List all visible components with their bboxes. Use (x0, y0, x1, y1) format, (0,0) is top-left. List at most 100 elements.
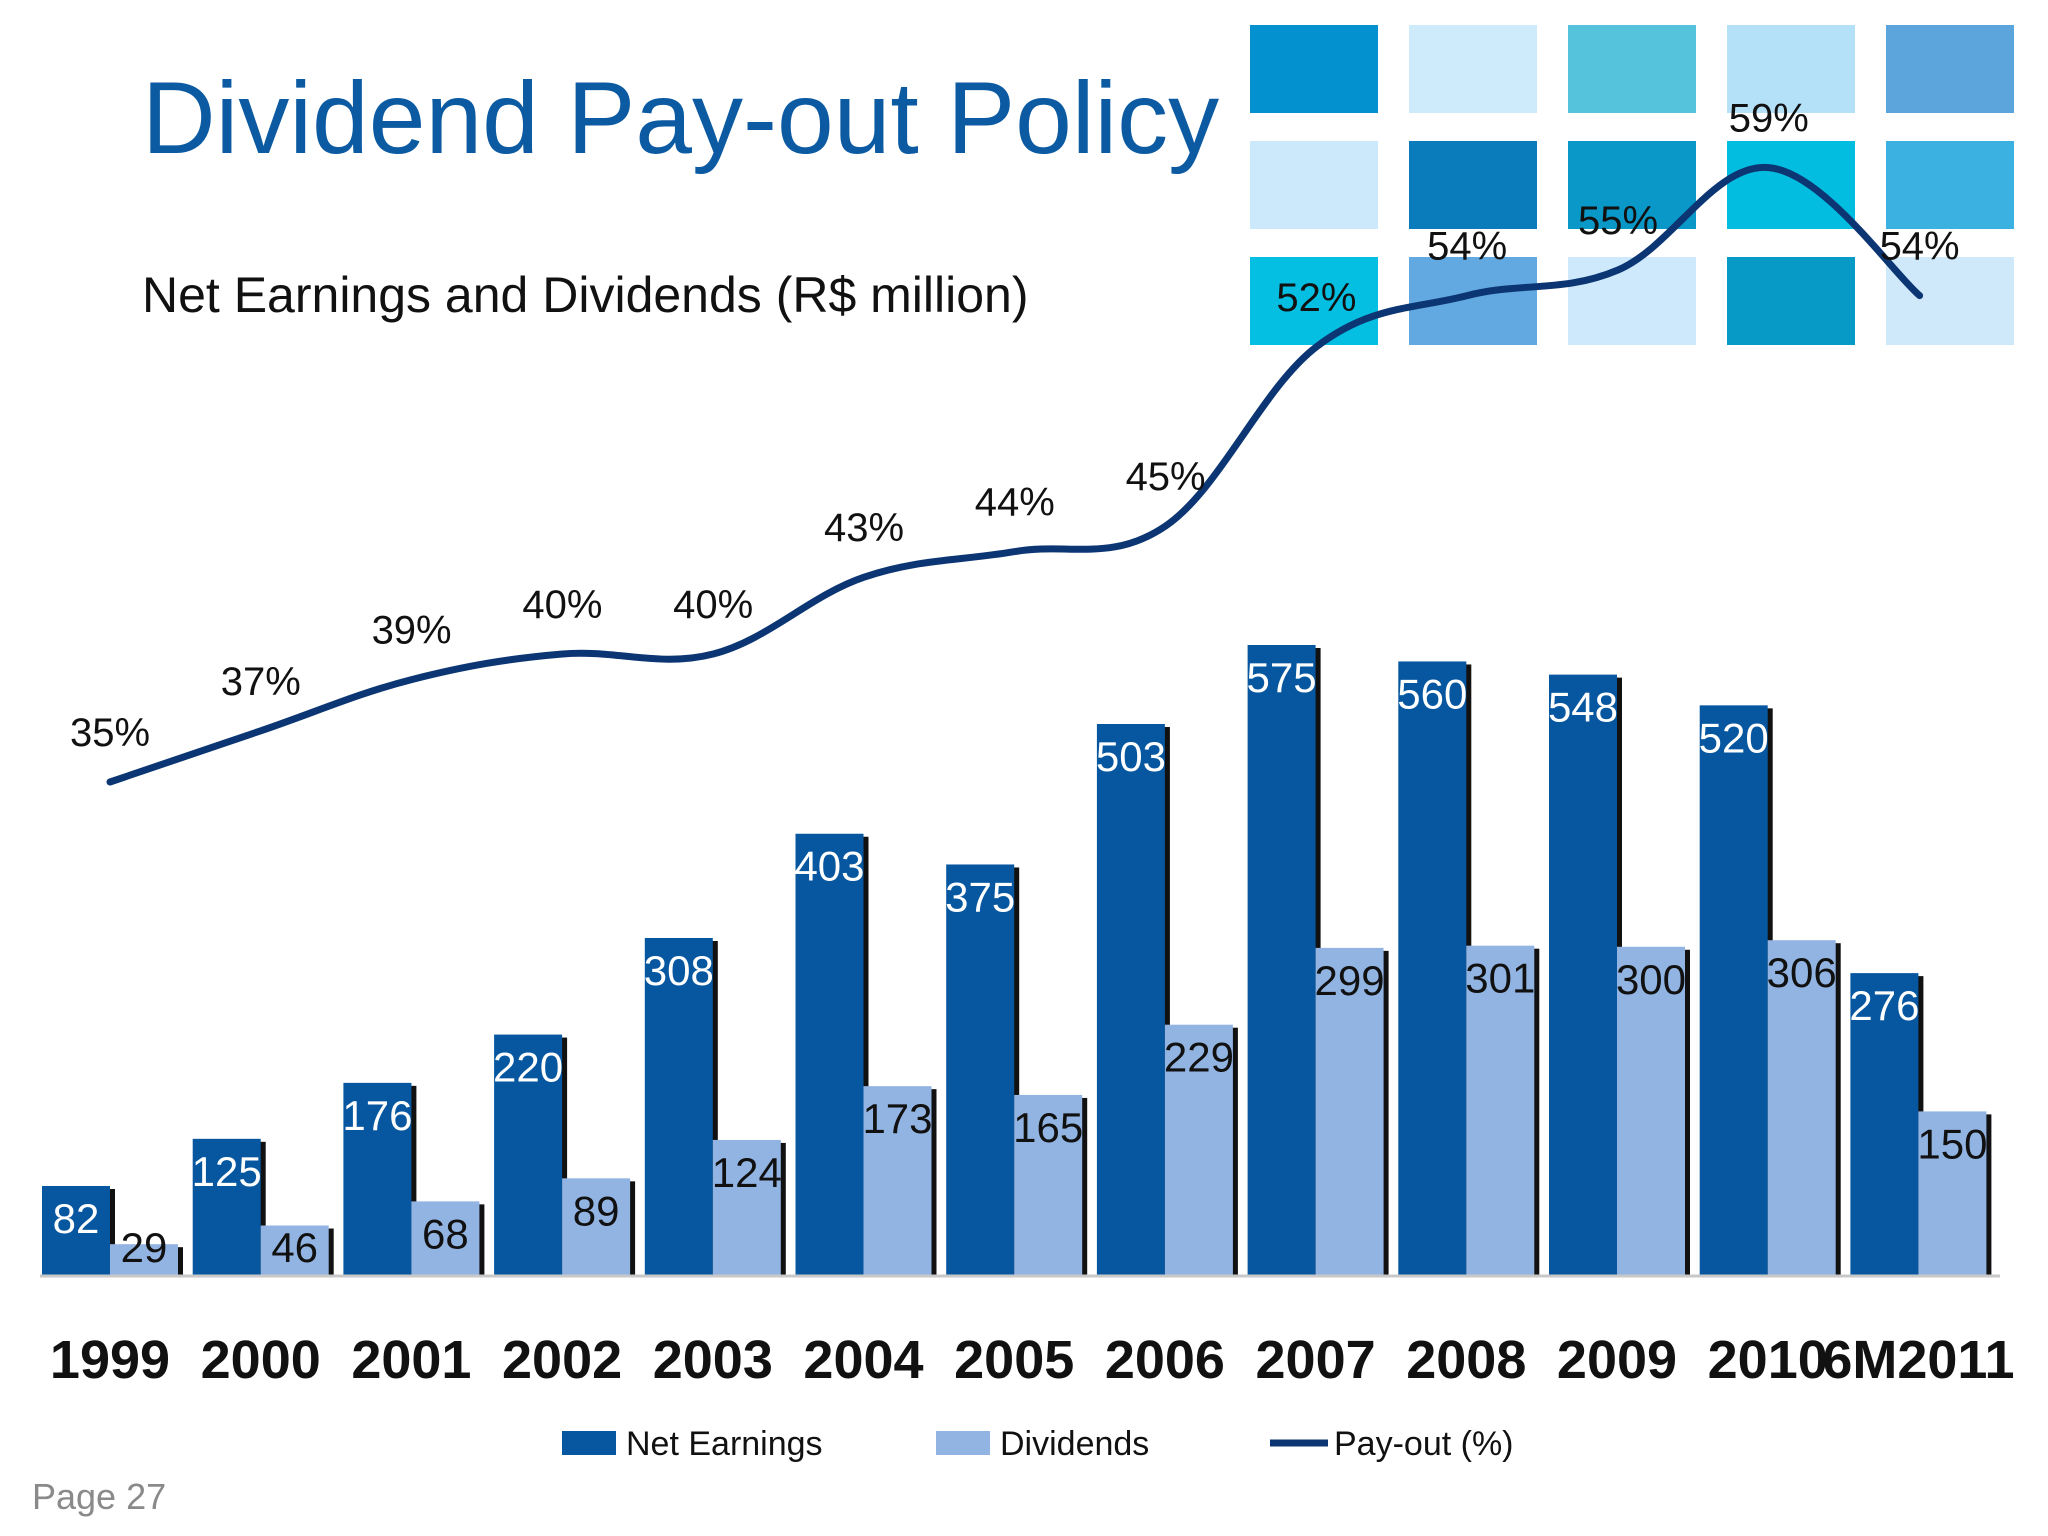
decorative-tile (1250, 25, 1378, 113)
net-earnings-bar (1549, 674, 1617, 1276)
net-earnings-value-label: 176 (342, 1092, 412, 1139)
dividends-value-label: 89 (573, 1187, 620, 1234)
x-axis-tick-label: 2008 (1406, 1330, 1526, 1390)
legend: Net Earnings Dividends Pay-out (%) (562, 1425, 1514, 1463)
net-earnings-bar (1699, 705, 1768, 1276)
dividends-bar (1617, 946, 1685, 1276)
legend-swatch-dividends (936, 1431, 990, 1455)
net-earnings-bar (644, 938, 713, 1276)
net-earnings-value-label: 220 (493, 1044, 563, 1091)
payout-value-label: 35% (70, 711, 150, 755)
net-earnings-bar (343, 1082, 412, 1276)
page-number: Page 27 (32, 1476, 167, 1517)
payout-value-label: 44% (975, 481, 1055, 525)
dividends-value-label: 68 (422, 1210, 469, 1257)
dividends-bar (411, 1201, 480, 1276)
decorative-tile (1727, 257, 1855, 345)
payout-value-label: 43% (824, 506, 904, 550)
dividends-bar (1164, 1024, 1233, 1276)
legend-label-net-earnings: Net Earnings (626, 1425, 823, 1463)
decorative-tile (1886, 25, 2014, 113)
net-earnings-bar (42, 1186, 110, 1276)
payout-line (106, 164, 1924, 786)
dividends-bar (562, 1178, 631, 1276)
x-axis-tick-label: 2007 (1256, 1330, 1376, 1390)
dividends-value-label: 150 (1917, 1120, 1987, 1167)
net-earnings-value-label: 560 (1397, 670, 1467, 717)
dividends-value-label: 229 (1164, 1034, 1234, 1081)
net-earnings-bar (1247, 644, 1316, 1276)
net-earnings-bar (795, 833, 864, 1276)
dividends-value-label: 165 (1013, 1104, 1083, 1151)
net-earnings-bar (1096, 724, 1165, 1276)
dividends-value-label: 300 (1616, 956, 1686, 1003)
decorative-tile (1409, 25, 1537, 113)
payout-value-label: 55% (1578, 199, 1658, 243)
dividends-value-label: 299 (1315, 957, 1385, 1004)
decorative-tile (1727, 141, 1855, 229)
payout-value-label: 37% (221, 660, 301, 704)
x-axis-tick-labels: 1999 2000 2001 2002 2003 2004 2005 2006 2007 2008… (50, 1330, 2015, 1390)
dividends-value-label: 124 (712, 1149, 782, 1196)
x-axis-tick-label: 2009 (1557, 1330, 1677, 1390)
net-earnings-value-label: 575 (1247, 654, 1317, 701)
net-earnings-bar (494, 1034, 563, 1276)
decorative-tile (1568, 141, 1696, 229)
payout-value-label: 40% (522, 583, 602, 627)
x-axis-tick-label: 2000 (201, 1330, 321, 1390)
net-earnings-bar (1850, 973, 1919, 1276)
payout-value-label: 45% (1126, 455, 1206, 499)
dividends-value-label: 46 (271, 1224, 318, 1271)
decorative-tile (1250, 257, 1378, 345)
net-earnings-value-label: 375 (945, 873, 1015, 920)
net-earnings-value-label: 520 (1699, 714, 1769, 761)
chart-subtitle: Net Earnings and Dividends (R$ million) (142, 267, 1029, 323)
net-earnings-value-label: 125 (192, 1148, 262, 1195)
dividends-bar (260, 1225, 329, 1276)
net-earnings-value-label: 548 (1548, 684, 1618, 731)
dividends-bar (863, 1086, 932, 1276)
decorative-tile (1568, 25, 1696, 113)
dividends-value-label: 173 (862, 1095, 932, 1142)
decorative-tile (1250, 141, 1378, 229)
x-axis-tick-label: 2002 (502, 1330, 622, 1390)
decorative-tile (1409, 141, 1537, 229)
dividends-bar (1315, 947, 1384, 1276)
slide-title: Dividend Pay-out Policy (142, 61, 1220, 175)
net-earnings-value-label: 276 (1849, 982, 1919, 1029)
x-axis-tick-label: 2001 (351, 1330, 471, 1390)
net-earnings-bar (192, 1138, 261, 1276)
x-axis-tick-label: 2003 (653, 1330, 773, 1390)
decorative-tile (1886, 141, 2014, 229)
dividends-bar (1014, 1094, 1083, 1276)
payout-value-label: 40% (673, 583, 753, 627)
payout-value-label: 54% (1427, 225, 1507, 269)
dividends-value-label: 306 (1767, 949, 1837, 996)
payout-value-label: 54% (1880, 225, 1960, 269)
legend-label-dividends: Dividends (1000, 1425, 1149, 1463)
decorative-tile (1568, 257, 1696, 345)
payout-line-layer: 35% 37% 39% 40% 40% 43% 44% 45% 52% 54% 55% 59% 54% (70, 97, 1960, 786)
payout-value-label: 39% (372, 609, 452, 653)
dividends-bar (1466, 945, 1535, 1276)
payout-value-label: 59% (1729, 97, 1809, 141)
payout-value-label: 52% (1276, 276, 1356, 320)
legend-swatch-net-earnings (562, 1431, 616, 1455)
net-earnings-value-label: 82 (53, 1195, 100, 1242)
x-axis-tick-label: 2010 (1708, 1330, 1828, 1390)
dividends-value-label: 29 (121, 1224, 168, 1271)
x-axis-tick-label: 2005 (954, 1330, 1074, 1390)
dividends-bar (110, 1244, 178, 1276)
net-earnings-value-label: 308 (644, 947, 714, 994)
x-axis-tick-label: 1999 (50, 1330, 170, 1390)
dividends-value-label: 301 (1465, 955, 1535, 1002)
decorative-tile (1727, 25, 1855, 113)
legend-label-payout: Pay-out (%) (1334, 1425, 1514, 1463)
net-earnings-bar (1398, 661, 1467, 1276)
decorative-tile (1886, 257, 2014, 345)
x-axis-tick-label: 2006 (1105, 1330, 1225, 1390)
dividends-bar (1918, 1111, 1987, 1276)
net-earnings-value-label: 403 (794, 843, 864, 890)
